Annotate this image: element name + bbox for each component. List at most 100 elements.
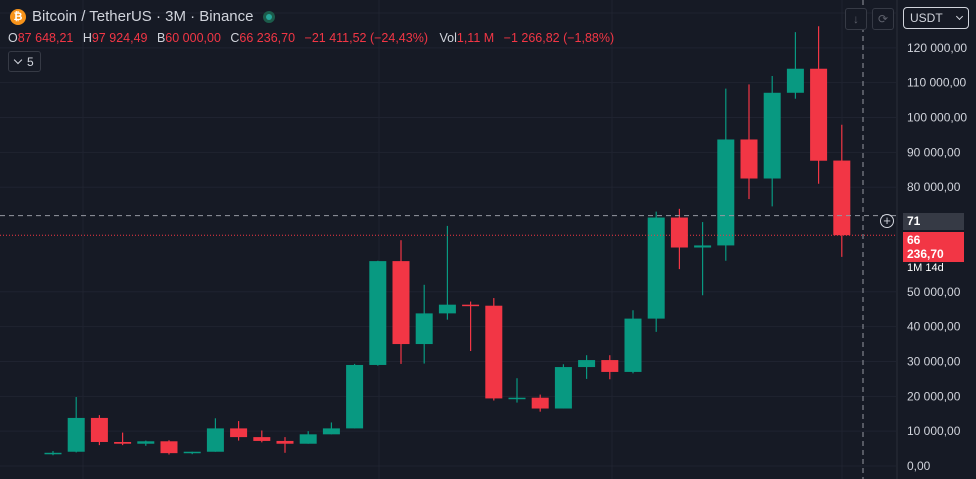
candle-body (554, 367, 572, 409)
arrow-down-icon: ↓ (853, 12, 859, 26)
candle (485, 298, 503, 401)
candle-body (833, 160, 851, 236)
last-price-value: 66 236,70 (907, 233, 944, 261)
symbol-title-text: Bitcoin / TetherUS · 3M · Binance (32, 8, 254, 25)
candle (624, 310, 642, 374)
low-value: 60 000,00 (165, 31, 221, 45)
candle-body (717, 139, 735, 246)
candle (462, 301, 480, 352)
chevron-down-icon (13, 55, 23, 65)
candle-body (438, 304, 456, 314)
candle (740, 84, 758, 200)
candle-body (578, 360, 596, 368)
candle (44, 451, 62, 456)
candle-body (601, 360, 619, 372)
candle-body (531, 397, 549, 409)
candle (415, 284, 433, 364)
candle-body (369, 261, 387, 365)
candle (531, 394, 549, 412)
symbol-title[interactable]: ₿ Bitcoin / TetherUS · 3M · Binance (10, 8, 276, 25)
candle (810, 26, 828, 184)
candle (369, 260, 387, 366)
close-value: 66 236,70 (239, 31, 296, 45)
candle-body (462, 304, 480, 307)
candle (392, 240, 410, 364)
candle-body (485, 305, 503, 399)
chart-overlays (0, 0, 896, 479)
candle (67, 397, 85, 453)
y-tick-label: 50 000,00 (907, 285, 961, 299)
y-tick-label: 80 000,00 (907, 180, 961, 194)
candle-body (90, 417, 108, 442)
ohlc-legend: O87 648,21 H97 924,49 B60 000,00 C66 236… (8, 31, 620, 45)
y-tick-label: 40 000,00 (907, 320, 961, 334)
candle-body (276, 440, 294, 444)
open-value: 87 648,21 (17, 31, 74, 45)
candle (508, 378, 526, 403)
open-label: O (8, 31, 18, 45)
candle-body (415, 313, 433, 345)
candle-body (160, 441, 178, 454)
indicator-count: 5 (27, 54, 34, 69)
candle-body (114, 441, 132, 444)
candle (670, 208, 688, 270)
candle (717, 88, 735, 261)
candle (438, 225, 456, 320)
candle-body (810, 68, 828, 161)
candle-body (647, 217, 665, 319)
candle (299, 431, 317, 444)
crosshair-price-tag: 71 855,22 (903, 213, 964, 245)
candle-body (67, 417, 85, 452)
candle-body (624, 318, 642, 372)
candle (647, 211, 665, 332)
candle (160, 440, 178, 455)
candle-body (183, 451, 201, 454)
candle-body (230, 428, 248, 438)
volume-change: −1 266,82 (−1,88%) (503, 31, 615, 45)
candle (554, 364, 572, 409)
candle-body (137, 441, 155, 444)
change-value: −21 411,52 (−24,43%) (304, 31, 428, 45)
candle-body (763, 92, 781, 179)
candle (346, 363, 364, 429)
volume-label: Vol (439, 31, 457, 45)
y-tick-label: 10 000,00 (907, 424, 961, 438)
market-open-icon (263, 10, 276, 23)
y-tick-label: 110 000,00 (907, 76, 966, 90)
add-alert-icon[interactable]: + (880, 214, 894, 228)
high-label: H (82, 31, 92, 45)
download-button[interactable]: ↓ (845, 8, 867, 30)
candle (694, 222, 712, 296)
bitcoin-icon: ₿ (10, 8, 26, 25)
candle (230, 421, 248, 441)
candle (833, 124, 851, 257)
candle (114, 432, 132, 446)
indicators-toggle-button[interactable]: 5 (8, 51, 41, 72)
volume-value: 1,11 M (456, 31, 495, 45)
candle (206, 418, 224, 452)
candle (183, 451, 201, 455)
candle-body (508, 397, 526, 400)
chevron-down-icon (955, 12, 964, 21)
refresh-button[interactable]: ⟳ (872, 8, 894, 30)
y-tick-label: 30 000,00 (907, 354, 961, 368)
y-tick-label: 100 000,00 (907, 111, 967, 125)
candle (763, 76, 781, 207)
candle-body (740, 139, 758, 179)
candle (276, 437, 294, 453)
last-price-tag: 66 236,70 1M 14d (903, 232, 964, 274)
candle-body (253, 437, 271, 441)
currency-select[interactable]: USDT (903, 7, 969, 29)
candle-body (346, 364, 364, 429)
y-tick-label: 90 000,00 (907, 145, 961, 159)
low-label: B (156, 31, 166, 45)
candle-body (299, 434, 317, 444)
candle-body (392, 261, 410, 345)
candle-body (694, 245, 712, 248)
y-tick-label: 0,00 (907, 459, 931, 473)
currency-value: USDT (910, 11, 943, 25)
candle (90, 415, 108, 446)
refresh-icon: ⟳ (877, 12, 889, 26)
